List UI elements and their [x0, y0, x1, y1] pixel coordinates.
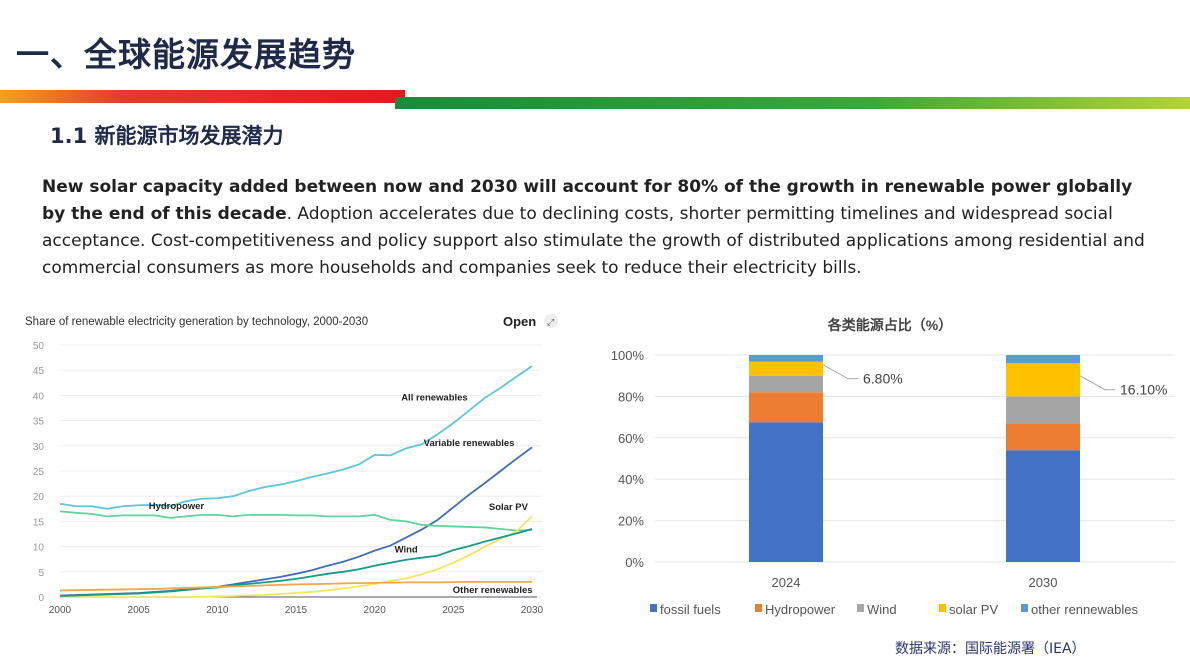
y-tick-label: 10: [33, 543, 45, 554]
expand-icon-glyph: ⤢: [546, 317, 554, 327]
paragraph-bold: New solar capacity added between now and…: [42, 177, 1133, 224]
x-tick-label: 2005: [128, 605, 151, 616]
decorative-red-bar: [0, 90, 405, 103]
legend-swatch: [857, 604, 864, 612]
bar-segment-fossil-fuels: [1006, 450, 1080, 562]
section-subtitle: 1.1 新能源市场发展潜力: [50, 124, 284, 148]
x-tick-label: 2025: [442, 605, 465, 616]
bar-segment-solar-pv: [749, 361, 823, 376]
open-button[interactable]: Open: [503, 314, 536, 329]
annotation-label: 6.80%: [863, 371, 903, 387]
series-label: Wind: [395, 545, 418, 556]
x-tick-label: 2030: [521, 605, 544, 616]
y-tick-label: 0%: [625, 555, 644, 570]
series-label: Solar PV: [489, 502, 529, 513]
annotation-leader: [1079, 375, 1115, 391]
series-line-solar-pv: [60, 515, 533, 598]
x-tick-label: 2015: [285, 605, 308, 616]
bar-segment-hydropower: [749, 392, 823, 423]
series-line-hydropower: [59, 510, 533, 532]
bar-segment-fossil-fuels: [749, 422, 823, 562]
series-label: Variable renewables: [424, 438, 515, 449]
line-chart: Share of renewable electricity generatio…: [25, 314, 558, 616]
y-tick-label: 0: [38, 593, 44, 604]
paragraph-rest: . Adoption accelerates due to declining …: [42, 204, 1145, 278]
expand-icon: [544, 314, 558, 328]
description-paragraph: New solar capacity added between now and…: [42, 174, 1152, 282]
page-title: 一、全球能源发展趋势: [16, 35, 356, 74]
y-tick-label: 20%: [618, 514, 644, 529]
legend-label: Hydropower: [765, 602, 836, 617]
legend-swatch: [650, 604, 657, 612]
y-tick-label: 35: [33, 417, 45, 428]
y-tick-label: 45: [33, 366, 45, 377]
x-tick-label: 2020: [364, 605, 387, 616]
y-tick-label: 40: [33, 391, 45, 402]
legend-label: other rennewables: [1031, 602, 1138, 617]
bar-segment-wind: [1006, 396, 1080, 424]
data-source: 数据来源：国际能源署（IEA）: [895, 641, 1086, 657]
y-tick-label: 50: [33, 341, 45, 352]
series-line-all-renewables: [59, 365, 533, 510]
y-tick-label: 40%: [618, 472, 644, 487]
bar-segment-wind: [749, 375, 823, 393]
bar-segment-hydropower: [1006, 423, 1080, 451]
bar-segment-other-rennewables: [1006, 355, 1080, 364]
bar-segment-solar-pv: [1006, 363, 1080, 397]
series-label: All renewables: [401, 392, 468, 403]
series-label: Other renewables: [453, 585, 533, 596]
y-tick-label: 30: [33, 442, 45, 453]
y-tick-label: 80%: [618, 389, 644, 404]
x-tick-label: 2000: [49, 605, 72, 616]
legend-swatch: [1021, 604, 1028, 612]
y-tick-label: 5: [38, 568, 44, 579]
legend-label: solar PV: [949, 602, 998, 617]
legend-swatch: [939, 604, 946, 612]
legend-label: Wind: [867, 602, 897, 617]
bar-segment-other-rennewables: [749, 355, 823, 362]
y-tick-label: 25: [33, 467, 45, 478]
stacked-bar-chart: 各类能源占比（%） 0% 20% 40% 60% 80% 100% 2024 6.80% 2030…: [611, 317, 1175, 617]
x-tick-label: 2030: [1029, 575, 1058, 590]
legend-label: fossil fuels: [660, 602, 721, 617]
series-label: Hydropower: [149, 501, 205, 512]
y-tick-label: 60%: [618, 431, 644, 446]
chart-title: Share of renewable electricity generatio…: [25, 316, 368, 328]
annotation-label: 16.10%: [1120, 382, 1167, 398]
series-line-other-renewables: [59, 580, 532, 592]
x-tick-label: 2010: [206, 605, 229, 616]
legend-swatch: [755, 604, 762, 612]
y-tick-label: 20: [33, 492, 45, 503]
annotation-leader: [822, 364, 858, 380]
chart-title: 各类能源占比（%）: [827, 317, 952, 333]
y-tick-label: 15: [33, 517, 45, 528]
y-tick-label: 100%: [611, 348, 645, 363]
decorative-green-bar: [395, 97, 1190, 109]
series-line-wind: [59, 528, 533, 597]
x-tick-label: 2024: [772, 575, 801, 590]
